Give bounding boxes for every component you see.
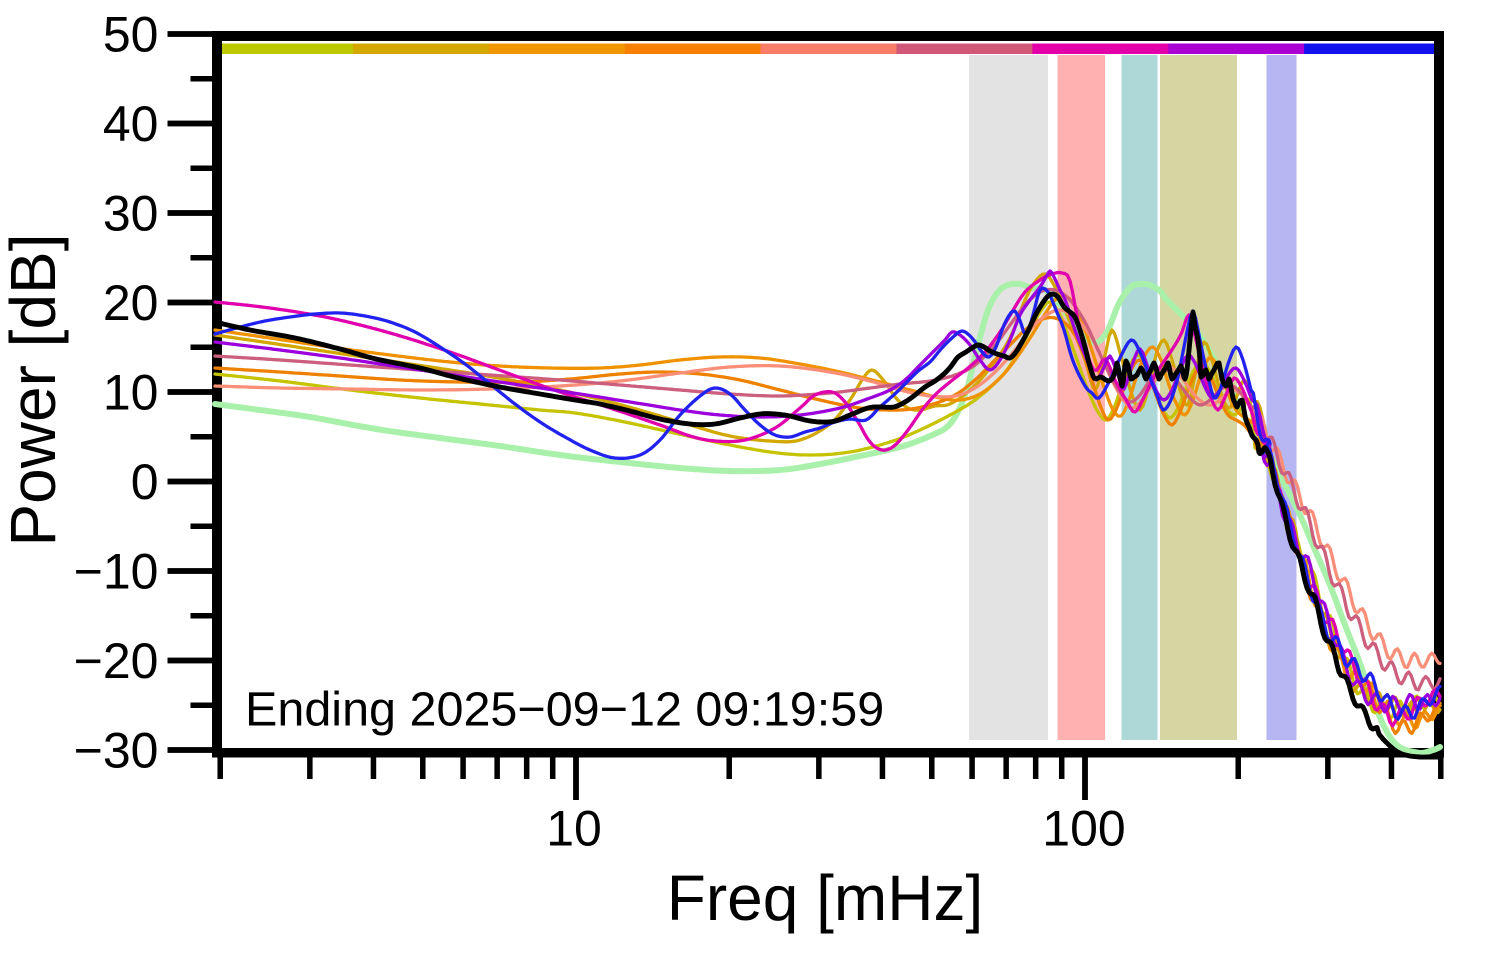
svg-text:Ending 2025−09−12 09:19:59: Ending 2025−09−12 09:19:59	[245, 683, 884, 737]
svg-text:Freq [mHz]: Freq [mHz]	[667, 862, 983, 934]
svg-text:10: 10	[546, 801, 602, 857]
svg-text:−30: −30	[74, 723, 159, 779]
svg-text:100: 100	[1042, 801, 1125, 857]
svg-text:40: 40	[103, 96, 159, 152]
svg-text:50: 50	[103, 7, 159, 63]
svg-text:0: 0	[131, 454, 159, 510]
svg-text:20: 20	[103, 275, 159, 331]
svg-text:−20: −20	[74, 633, 159, 689]
svg-text:Power [dB]: Power [dB]	[0, 233, 69, 546]
svg-text:30: 30	[103, 186, 159, 242]
svg-text:10: 10	[103, 365, 159, 421]
svg-text:−10: −10	[74, 544, 159, 600]
